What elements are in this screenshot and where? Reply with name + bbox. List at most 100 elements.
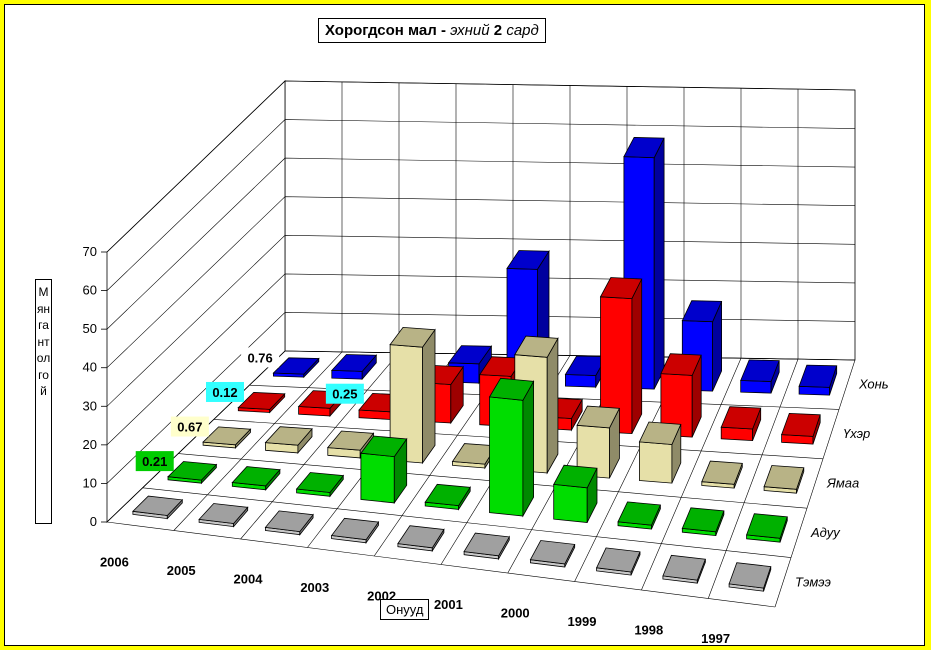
series-label: Үхэр [843, 426, 870, 441]
bar-Хонь-2005 [330, 354, 378, 381]
bar-Тэмээ-1999 [596, 547, 641, 576]
bar-Ямаа-2003 [389, 326, 436, 465]
bar-Адуу-2000-front [553, 483, 588, 523]
bar-Тэмээ-1997-top [728, 562, 772, 589]
y-tick-label: 30 [83, 398, 97, 413]
floor-gridline [142, 487, 792, 558]
bar-Ямаа-2005 [264, 426, 313, 454]
bar-Тэмээ-2005 [198, 503, 249, 528]
bar-Адуу-2002 [424, 483, 471, 511]
gridline [106, 119, 856, 291]
bar-Ямаа-1999 [638, 421, 682, 484]
x-tick-label: 1997 [701, 631, 730, 645]
bar-Хонь-2003-top [447, 345, 493, 365]
bar-Адуу-2003-top [360, 435, 408, 458]
floor-gridline [173, 351, 343, 531]
bar-Тэмээ-2000 [529, 540, 576, 568]
chart-title-part-1: Хорогдсон мал - [325, 22, 446, 39]
bar-Адуу-2004-top [295, 472, 345, 493]
bar-Адуу-2003-front [360, 452, 395, 504]
x-tick-label: 2004 [234, 571, 264, 586]
data-label-bg [170, 416, 209, 437]
x-tick-label: 2006 [100, 554, 129, 569]
bar-Үхэр-2000-top [599, 277, 643, 300]
chart-title-part-3: 2 [493, 22, 503, 39]
data-label: 0.21 [142, 454, 167, 469]
bar-Адуу-2001 [488, 377, 535, 518]
bar-Адуу-2005 [231, 466, 281, 491]
bar-Хонь-1999-top [681, 300, 723, 323]
bar-Хонь-2002-top [506, 250, 550, 270]
bar-Адуу-2002-top [424, 483, 471, 507]
bar-Хонь-2006-top [272, 357, 320, 375]
bar-Ямаа-1997-top [763, 465, 805, 490]
bar-Ямаа-2005-top [264, 426, 313, 446]
bar-Ямаа-2006 [202, 426, 252, 449]
bar-Адуу-1997 [746, 513, 788, 543]
data-label-bg [325, 383, 364, 404]
bar-Үхэр-1999-top [660, 353, 702, 376]
bar-Ямаа-2004-top [327, 430, 375, 451]
bar-Ямаа-1998 [701, 460, 743, 489]
gridline [106, 157, 856, 330]
gridline [106, 312, 856, 484]
bar-Хонь-2000-top [623, 136, 665, 159]
bar-Адуу-1998 [681, 507, 725, 537]
x-tick-label: 2005 [167, 563, 196, 578]
floor-gridline [284, 350, 856, 361]
bar-Адуу-2004 [295, 472, 345, 498]
bar-Үхэр-2006-top [237, 391, 286, 410]
bar-Үхэр-2000-side [631, 278, 643, 434]
bar-Тэмээ-2006 [132, 495, 184, 520]
chart-title-part-4: сард [506, 22, 539, 39]
x-tick-label: 1999 [568, 614, 597, 629]
bar-Хонь-2001-front [565, 374, 597, 388]
floor-gridline [641, 358, 742, 591]
bar-Ямаа-2000-top [576, 405, 621, 429]
bar-Үхэр-1998-top [720, 406, 762, 430]
bar-Хонь-2005-front [331, 369, 363, 380]
bar-Тэмээ-2000-top [529, 540, 576, 565]
bar-Ямаа-2001-top [514, 335, 559, 358]
bar-Ямаа-2003-top [389, 326, 436, 348]
bar-Адуу-1998-top [681, 507, 725, 533]
bar-Хонь-1997 [798, 364, 838, 396]
bar-Адуу-2000 [553, 464, 598, 523]
data-label: 0.12 [212, 385, 237, 400]
bar-Хонь-2005-top [330, 354, 378, 372]
y-tick-label: 40 [83, 360, 97, 375]
bar-Адуу-2001-top [488, 377, 535, 401]
x-tick-label: 2001 [434, 597, 463, 612]
bar-Хонь-1998-top [740, 359, 780, 382]
bar-Үхэр-1999 [660, 353, 702, 438]
bar-Ямаа-2001-side [546, 336, 559, 475]
chart-area: 0 10 20 30 40 50 60 70 0.76 0.12 0.25 0.67 0.21 2006 2… [4, 4, 925, 646]
bar-Адуу-1999-top [617, 501, 661, 526]
data-label-bg [241, 347, 280, 368]
bar-Үхэр-1998 [720, 406, 762, 442]
bar-Тэмээ-1997 [728, 562, 772, 592]
bar-Адуу-2003 [360, 435, 408, 505]
floor-gridline [707, 358, 799, 599]
data-label: 0.67 [177, 420, 202, 435]
x-tick-label: 2000 [501, 605, 530, 620]
bar-Үхэр-2000 [599, 277, 643, 435]
bar-Адуу-2001-side [522, 379, 534, 518]
x-tick-label: 2003 [300, 580, 329, 595]
series-label: Хонь [858, 377, 889, 392]
chart-canvas: 0 10 20 30 40 50 60 70 0.76 0.12 0.25 0.67 0.21 2006 2… [83, 80, 889, 645]
bar-Ямаа-1997 [763, 465, 805, 494]
y-tick-label: 50 [83, 321, 97, 336]
y-tick-label: 20 [83, 437, 97, 452]
bar-Тэмээ-2004-top [264, 510, 314, 533]
floor-gridline [106, 521, 776, 608]
bar-Адуу-2000-top [553, 464, 598, 489]
chart-title: Хорогдсон мал - эхний 2 сард [318, 18, 546, 43]
bar-Ямаа-1999-front [639, 441, 673, 484]
gridline [106, 80, 856, 253]
bar-Тэмээ-2003-top [330, 517, 380, 541]
bar-Тэмээ-2005-top [198, 503, 249, 524]
x-tick-label: 1998 [634, 622, 663, 637]
data-label: 0.76 [247, 350, 272, 365]
x-axis-label: Онууд [380, 599, 430, 620]
